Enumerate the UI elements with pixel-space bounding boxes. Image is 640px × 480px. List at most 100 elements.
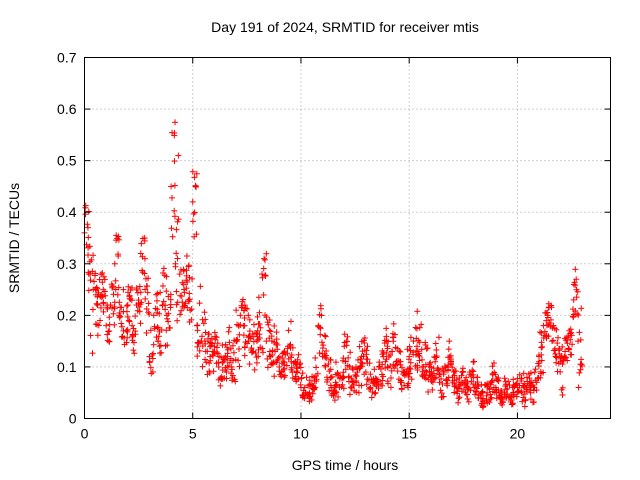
scatter-cloud-point [226, 339, 233, 346]
scatter-cloud-point [348, 375, 355, 382]
scatter-cloud-point [375, 385, 382, 392]
scatter-cloud-point [347, 349, 354, 356]
scatter-cloud-point [214, 340, 221, 347]
scatter-cloud-point [143, 305, 150, 312]
scatter-cloud-point [130, 325, 137, 332]
scatter-cloud-point [118, 323, 125, 330]
scatter-cloud-point [118, 320, 125, 327]
scatter-cloud-point [470, 368, 477, 375]
scatter-cloud-point [259, 345, 266, 352]
scatter-cloud-point [538, 329, 545, 336]
scatter-cloud-point [241, 352, 248, 359]
scatter-cloud-point [356, 343, 363, 350]
scatter-cloud-point [254, 313, 261, 320]
scatter-cloud-point [488, 394, 495, 401]
scatter-cloud-point [408, 376, 415, 383]
scatter-cloud-point [139, 253, 146, 260]
scatter-cloud-point [453, 376, 460, 383]
scatter-cloud-point [452, 368, 459, 375]
scatter-cloud-point [331, 397, 338, 404]
scatter-point [328, 384, 335, 391]
scatter-cloud-point [181, 304, 188, 311]
scatter-point [246, 332, 253, 339]
y-tick-label: 0.4 [57, 204, 77, 220]
scatter-cloud-point [433, 346, 440, 353]
scatter-cloud-point [102, 292, 109, 299]
scatter-point [185, 296, 192, 303]
scatter-cloud-point [148, 370, 155, 377]
scatter-cloud-point [422, 341, 429, 348]
scatter-cloud-point [95, 322, 102, 329]
scatter-cloud-point [306, 377, 313, 384]
scatter-cloud-point [156, 310, 163, 317]
scatter-cloud-point [171, 182, 178, 189]
scatter-cloud-point [123, 302, 130, 309]
scatter-cloud-point [510, 376, 517, 383]
scatter-cloud-point [443, 380, 450, 387]
scatter-cloud-point [340, 369, 347, 376]
scatter-point [553, 353, 560, 360]
scatter-cloud-point [90, 278, 97, 285]
scatter-cloud-point [532, 366, 539, 373]
scatter-cloud-point [99, 279, 106, 286]
scatter-cloud-point [192, 183, 199, 190]
scatter-cloud-point [297, 364, 304, 371]
scatter-cloud-point [346, 391, 353, 398]
scatter-cloud-point [282, 372, 289, 379]
scatter-cloud-point [151, 323, 158, 330]
scatter-cloud-point [188, 306, 195, 313]
scatter-cloud-point [165, 293, 172, 300]
scatter-cloud-point [572, 307, 579, 314]
scatter-cloud-point [214, 350, 221, 357]
scatter-cloud-point [255, 294, 262, 301]
scatter-cloud-point [287, 318, 294, 325]
scatter-cloud-point [443, 377, 450, 384]
scatter-cloud-point [217, 382, 224, 389]
scatter-cloud-point [383, 349, 390, 356]
scatter-cloud-point [251, 366, 258, 373]
scatter-cloud-point [489, 370, 496, 377]
scatter-point [510, 389, 517, 396]
scatter-cloud-point [407, 366, 414, 373]
scatter-cloud-point [322, 333, 329, 340]
scatter-cloud-point [160, 298, 167, 305]
scatter-cloud-point [210, 368, 217, 375]
scatter-cloud-point [173, 288, 180, 295]
scatter-cloud-point [85, 287, 92, 294]
scatter-point [362, 369, 369, 376]
scatter-cloud-point [572, 266, 579, 273]
scatter-cloud-point [159, 282, 166, 289]
scatter-cloud-point [428, 378, 435, 385]
scatter-cloud-point [316, 350, 323, 357]
scatter-point [388, 348, 395, 355]
scatter-cloud-point [255, 320, 262, 327]
scatter-cloud-point [530, 399, 537, 406]
scatter-cloud-point [416, 324, 423, 331]
scatter-cloud-point [406, 370, 413, 377]
scatter-cloud-point [132, 331, 139, 338]
scatter-cloud-point [100, 273, 107, 280]
scatter-cloud-point [163, 288, 170, 295]
scatter-cloud-point [414, 308, 421, 315]
scatter-cloud-point [174, 255, 181, 262]
scatter-cloud-point [570, 311, 577, 318]
scatter-cloud-point [360, 337, 367, 344]
scatter-cloud-point [432, 374, 439, 381]
scatter-point [475, 394, 482, 401]
scatter-cloud-point [425, 388, 432, 395]
scatter-cloud-point [126, 318, 133, 325]
scatter-cloud-point [260, 265, 267, 272]
scatter-cloud-point [242, 339, 249, 346]
scatter-point [497, 394, 504, 401]
scatter-point [103, 322, 110, 329]
scatter-cloud-point [106, 314, 113, 321]
scatter-point [315, 322, 322, 329]
scatter-cloud-point [308, 396, 315, 403]
scatter-cloud-point [189, 168, 196, 175]
scatter-point [471, 384, 478, 391]
scatter-point [544, 312, 551, 319]
scatter-cloud-point [241, 302, 248, 309]
scatter-cloud-point [549, 324, 556, 331]
scatter-cloud-point [390, 334, 397, 341]
scatter-cloud-point [183, 267, 190, 274]
